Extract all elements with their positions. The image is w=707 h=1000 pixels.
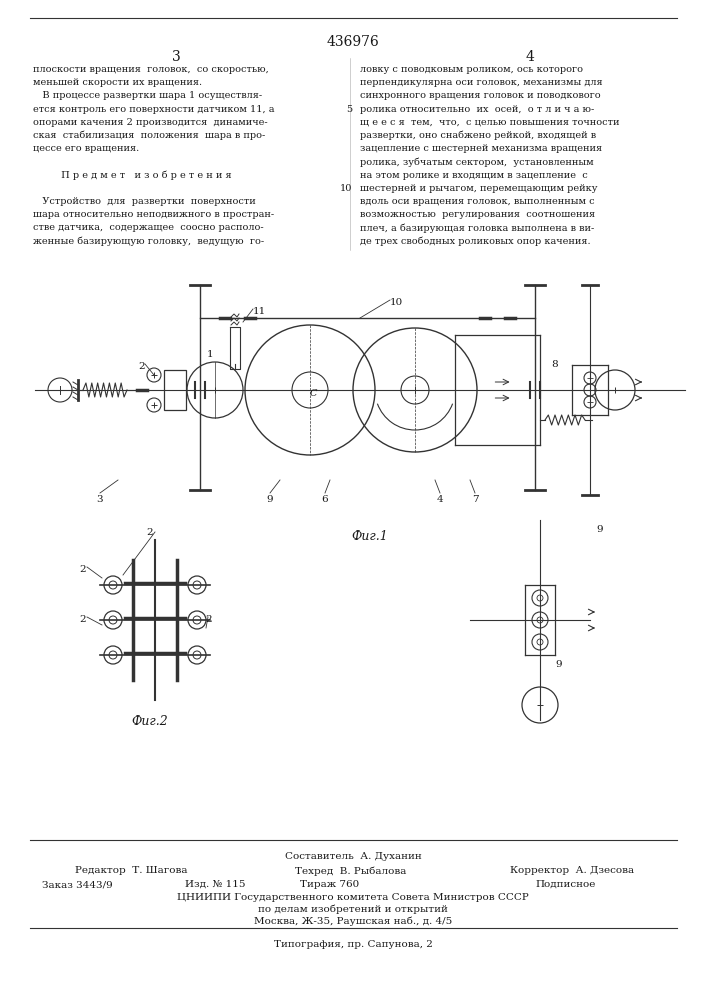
Text: 8: 8	[551, 360, 559, 369]
Text: 9: 9	[597, 525, 603, 534]
Text: 6: 6	[322, 495, 328, 504]
Text: вдоль оси вращения головок, выполненным с: вдоль оси вращения головок, выполненным …	[360, 197, 595, 206]
Text: Типография, пр. Сапунова, 2: Типография, пр. Сапунова, 2	[274, 940, 433, 949]
Text: возможностью  регулирования  соотношения: возможностью регулирования соотношения	[360, 210, 595, 219]
Text: 4: 4	[525, 50, 534, 64]
Bar	[164, 370, 186, 410]
Text: 11: 11	[253, 307, 267, 316]
Text: Фиг.2: Фиг.2	[132, 715, 168, 728]
Text: Устройство  для  развертки  поверхности: Устройство для развертки поверхности	[33, 197, 256, 206]
Text: опорами качения 2 производится  динамиче-: опорами качения 2 производится динамиче-	[33, 118, 268, 127]
Text: В процессе развертки шара 1 осуществля-: В процессе развертки шара 1 осуществля-	[33, 91, 262, 100]
Text: Подписное: Подписное	[535, 880, 595, 889]
Text: 4: 4	[437, 495, 443, 504]
Text: Тираж 760: Тираж 760	[300, 880, 359, 889]
Text: шара относительно неподвижного в простран-: шара относительно неподвижного в простра…	[33, 210, 274, 219]
Text: по делам изобретений и открытий: по делам изобретений и открытий	[258, 905, 448, 914]
Text: зацепление с шестерней механизма вращения: зацепление с шестерней механизма вращени…	[360, 144, 602, 153]
Text: 3: 3	[172, 50, 180, 64]
Text: женные базирующую головку,  ведущую  го-: женные базирующую головку, ведущую го-	[33, 237, 264, 246]
Text: ловку с поводковым роликом, ось которого: ловку с поводковым роликом, ось которого	[360, 65, 583, 74]
Text: цессе его вращения.: цессе его вращения.	[33, 144, 139, 153]
Text: 9: 9	[267, 495, 274, 504]
Text: Редактор  Т. Шагова: Редактор Т. Шагова	[75, 866, 187, 875]
Text: на этом ролике и входящим в зацепление  с: на этом ролике и входящим в зацепление с	[360, 171, 588, 180]
Text: П р е д м е т   и з о б р е т е н и я: П р е д м е т и з о б р е т е н и я	[33, 171, 232, 180]
Text: 10: 10	[339, 184, 352, 193]
Text: Заказ 3443/9: Заказ 3443/9	[42, 880, 112, 889]
Text: ЦНИИПИ Государственного комитета Совета Министров СССР: ЦНИИПИ Государственного комитета Совета …	[177, 893, 529, 902]
Text: 2: 2	[139, 362, 146, 371]
Text: шестерней и рычагом, перемещающим рейку: шестерней и рычагом, перемещающим рейку	[360, 184, 597, 193]
Text: ролика, зубчатым сектором,  установленным: ролика, зубчатым сектором, установленным	[360, 157, 594, 167]
Text: перпендикулярна оси головок, механизмы для: перпендикулярна оси головок, механизмы д…	[360, 78, 602, 87]
Text: ролика относительно  их  осей,  о т л и ч а ю-: ролика относительно их осей, о т л и ч а…	[360, 105, 595, 114]
Text: меньшей скорости их вращения.: меньшей скорости их вращения.	[33, 78, 202, 87]
Text: Фиг.1: Фиг.1	[351, 530, 388, 543]
Text: Корректор  А. Дзесова: Корректор А. Дзесова	[510, 866, 634, 875]
Text: щ е е с я  тем,  что,  с целью повышения точности: щ е е с я тем, что, с целью повышения то…	[360, 118, 619, 127]
Text: плеч, а базирующая головка выполнена в ви-: плеч, а базирующая головка выполнена в в…	[360, 223, 595, 233]
Text: стве датчика,  содержащее  соосно располо-: стве датчика, содержащее соосно располо-	[33, 223, 264, 232]
Text: 436976: 436976	[327, 35, 380, 49]
Text: 5: 5	[346, 105, 352, 114]
Text: Техред  В. Рыбалова: Техред В. Рыбалова	[295, 866, 407, 876]
Text: 2: 2	[80, 615, 86, 624]
Text: развертки, оно снабжено рейкой, входящей в: развертки, оно снабжено рейкой, входящей…	[360, 131, 596, 140]
Text: Москва, Ж-35, Раушская наб., д. 4/5: Москва, Ж-35, Раушская наб., д. 4/5	[254, 917, 452, 926]
Text: 2: 2	[205, 615, 211, 624]
Text: 10: 10	[390, 298, 403, 307]
Text: 1: 1	[206, 350, 214, 359]
Text: плоскости вращения  головок,  со скоростью,: плоскости вращения головок, со скоростью…	[33, 65, 269, 74]
Text: синхронного вращения головок и поводкового: синхронного вращения головок и поводково…	[360, 91, 601, 100]
Text: 3: 3	[97, 495, 103, 504]
Text: Изд. № 115: Изд. № 115	[185, 880, 245, 889]
Text: 7: 7	[472, 495, 479, 504]
Text: Составитель  А. Духанин: Составитель А. Духанин	[285, 852, 421, 861]
Text: ется контроль его поверхности датчиком 11, а: ется контроль его поверхности датчиком 1…	[33, 105, 274, 114]
Text: 2: 2	[146, 528, 153, 537]
Text: ская  стабилизация  положения  шара в про-: ская стабилизация положения шара в про-	[33, 131, 265, 140]
Text: де трех свободных роликовых опор качения.: де трех свободных роликовых опор качения…	[360, 237, 590, 246]
Text: 2: 2	[80, 565, 86, 574]
Text: C: C	[309, 388, 317, 397]
Text: 9: 9	[555, 660, 561, 669]
